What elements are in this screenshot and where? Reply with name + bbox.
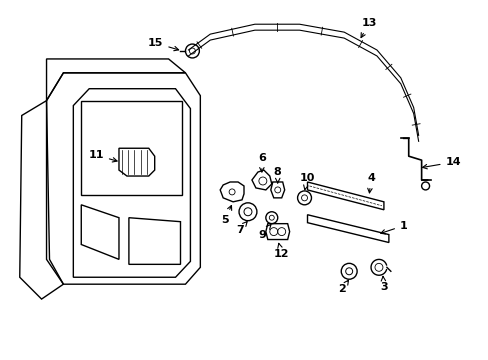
Text: 13: 13 xyxy=(360,18,376,37)
Text: 14: 14 xyxy=(422,157,460,169)
Text: 9: 9 xyxy=(257,225,270,239)
Text: 3: 3 xyxy=(379,276,387,292)
Text: 8: 8 xyxy=(273,167,281,183)
Text: 1: 1 xyxy=(380,221,407,234)
Text: 4: 4 xyxy=(366,173,374,193)
Text: 10: 10 xyxy=(299,173,315,190)
Text: 6: 6 xyxy=(257,153,265,172)
Text: 5: 5 xyxy=(221,206,231,225)
Text: 7: 7 xyxy=(236,221,246,235)
Text: 11: 11 xyxy=(88,150,117,162)
Text: 15: 15 xyxy=(148,38,178,51)
Text: 2: 2 xyxy=(338,280,348,294)
Text: 12: 12 xyxy=(273,243,289,260)
